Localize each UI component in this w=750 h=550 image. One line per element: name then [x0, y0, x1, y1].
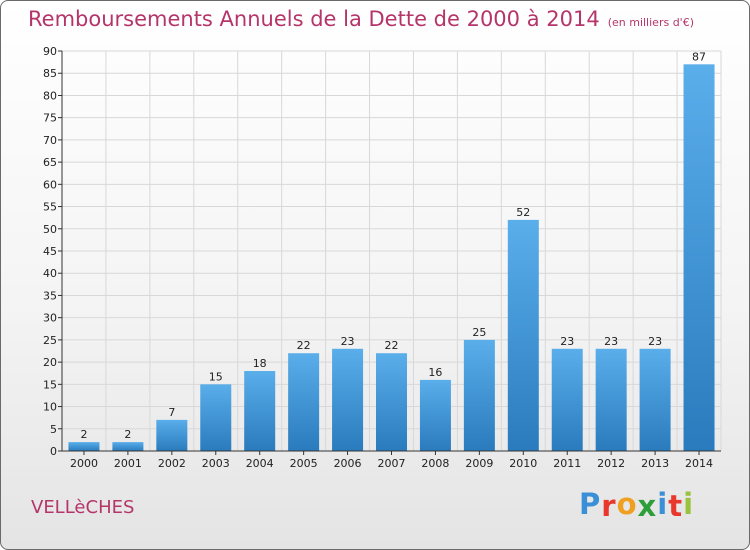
y-tick-label: 35: [43, 289, 57, 302]
y-tick-label: 50: [43, 223, 57, 236]
x-tick-label: 2011: [553, 457, 581, 470]
y-tick-label: 25: [43, 334, 57, 347]
x-tick-label: 2013: [641, 457, 669, 470]
y-tick-label: 80: [43, 89, 57, 102]
bar: [683, 64, 715, 452]
logo-letter: i: [683, 487, 695, 521]
bar: [156, 419, 188, 451]
bar: [639, 348, 671, 451]
y-tick-label: 5: [50, 423, 57, 436]
bar-value-label: 15: [209, 370, 223, 383]
bar: [332, 348, 364, 451]
chart-unit: (en milliers d'€): [607, 16, 694, 29]
axes: 0 5 10 15 20 25 30 35 40 45 50 55 60 65 70 75 80 85 90 2000…: [43, 45, 721, 470]
logo-letter: o: [616, 487, 638, 521]
x-tick-label: 2012: [597, 457, 625, 470]
bar-value-label: 22: [385, 339, 399, 352]
y-tick-label: 90: [43, 45, 57, 58]
x-tick-label: 2000: [70, 457, 98, 470]
bar-value-label: 22: [297, 339, 311, 352]
bar-value-label: 2: [80, 428, 87, 441]
logo-letter: x: [637, 489, 658, 523]
commune-name: VELLèCHES: [31, 497, 135, 518]
bar: [463, 339, 495, 451]
bar-value-label: 18: [253, 357, 267, 370]
y-tick-label: 70: [43, 134, 57, 147]
x-tick-label: 2006: [334, 457, 362, 470]
logo-letter: i: [657, 487, 669, 521]
x-tick-label: 2004: [246, 457, 274, 470]
y-tick-label: 15: [43, 378, 57, 391]
chart-title: Remboursements Annuels de la Dette de 20…: [28, 7, 694, 31]
logo-letter: t: [668, 489, 684, 523]
bar: [288, 353, 320, 451]
bar: [112, 442, 144, 451]
bar-value-label: 7: [168, 406, 175, 419]
x-tick-label: 2007: [378, 457, 406, 470]
bar-value-label: 52: [516, 206, 530, 219]
y-tick-label: 85: [43, 67, 57, 80]
y-tick-label: 20: [43, 356, 57, 369]
x-tick-label: 2003: [202, 457, 230, 470]
y-tick-label: 30: [43, 312, 57, 325]
y-tick-label: 45: [43, 245, 57, 258]
x-tick-label: 2010: [509, 457, 537, 470]
chart-title-text: Remboursements Annuels de la Dette de 20…: [28, 7, 600, 31]
bar: [244, 371, 276, 451]
logo-letter: r: [601, 489, 617, 523]
bar-value-label: 23: [560, 335, 574, 348]
y-tick-label: 60: [43, 178, 57, 191]
bar-value-label: 23: [648, 335, 662, 348]
bar-value-label: 2: [124, 428, 131, 441]
y-tick-label: 75: [43, 112, 57, 125]
bar: [200, 384, 232, 451]
bar: [595, 348, 627, 451]
bar: [419, 379, 451, 451]
y-tick-label: 10: [43, 401, 57, 414]
bar: [376, 353, 407, 451]
bar-value-label: 16: [428, 366, 442, 379]
x-tick-label: 2002: [158, 457, 186, 470]
y-tick-label: 40: [43, 267, 57, 280]
x-tick-label: 2005: [290, 457, 318, 470]
bar: [68, 442, 100, 451]
y-tick-label: 0: [50, 445, 57, 458]
bar: [507, 219, 539, 451]
bar-value-label: 87: [692, 50, 706, 63]
bar-value-label: 23: [341, 335, 355, 348]
x-tick-label: 2008: [421, 457, 449, 470]
y-tick-label: 55: [43, 201, 57, 214]
x-tick-label: 2014: [685, 457, 713, 470]
proxiti-logo: Proxiti: [579, 487, 695, 523]
x-tick-label: 2001: [114, 457, 142, 470]
logo-letter: P: [579, 487, 602, 521]
y-tick-label: 65: [43, 156, 57, 169]
x-tick-label: 2009: [465, 457, 493, 470]
bar-value-label: 25: [472, 326, 486, 339]
bar: [551, 348, 583, 451]
bar-value-label: 23: [604, 335, 618, 348]
